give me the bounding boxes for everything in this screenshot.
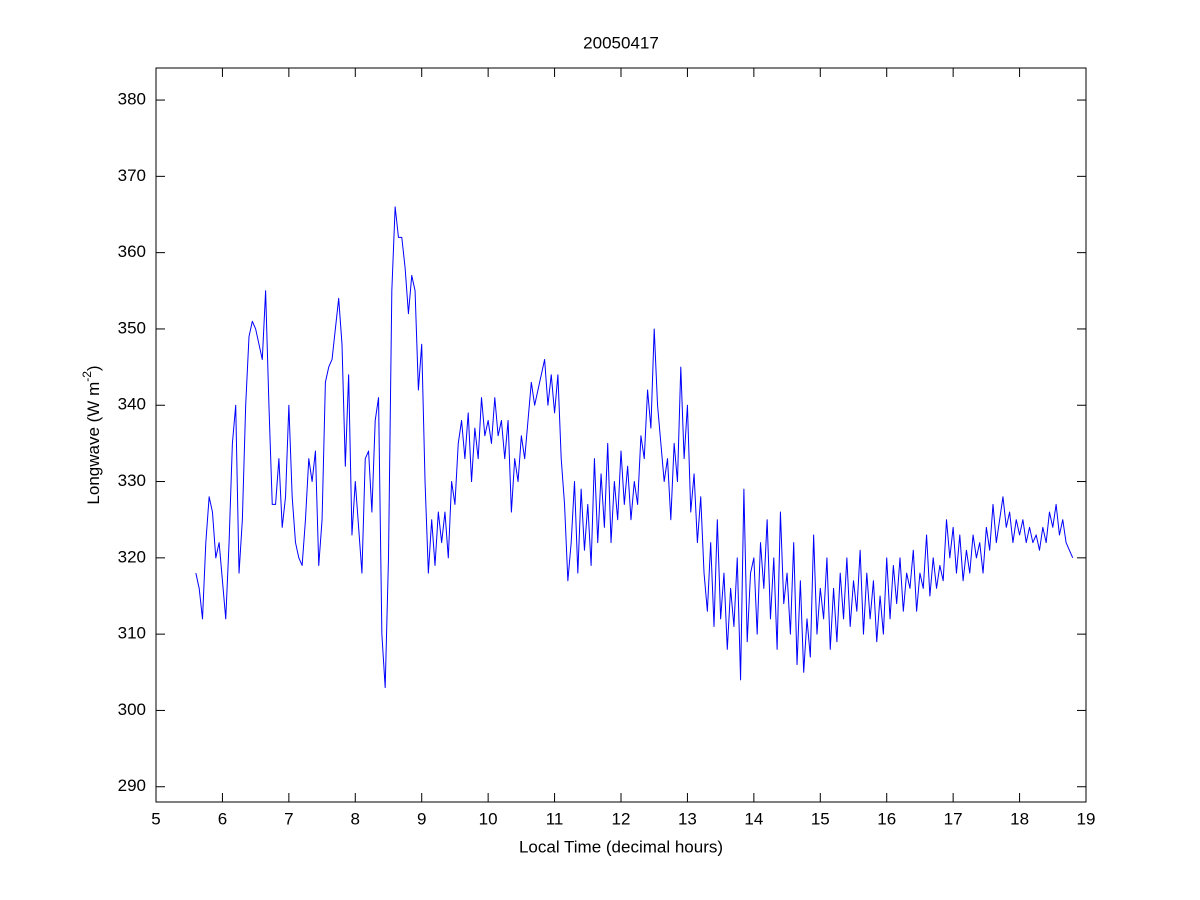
x-tick-label: 15: [811, 809, 830, 828]
y-tick-label: 380: [118, 90, 146, 109]
y-tick-label: 370: [118, 166, 146, 185]
x-tick-label: 19: [1077, 809, 1096, 828]
x-tick-label: 10: [479, 809, 498, 828]
y-tick-label: 330: [118, 471, 146, 490]
y-tick-label: 310: [118, 624, 146, 643]
x-tick-label: 5: [151, 809, 160, 828]
y-axis-label: Longwave (W m-2): [80, 365, 103, 504]
y-tick-label: 290: [118, 776, 146, 795]
chart-title: 20050417: [583, 33, 659, 52]
x-tick-label: 14: [744, 809, 763, 828]
x-tick-label: 13: [678, 809, 697, 828]
x-tick-label: 17: [944, 809, 963, 828]
x-tick-label: 11: [546, 809, 564, 828]
x-axis-label: Local Time (decimal hours): [519, 837, 723, 856]
y-tick-label: 360: [118, 242, 146, 261]
x-tick-label: 12: [612, 809, 631, 828]
y-label-text: ): [84, 365, 103, 371]
x-tick-label: 18: [1010, 809, 1029, 828]
y-label-text: Longwave (W m: [84, 382, 103, 505]
plot-frame: [155, 67, 1087, 803]
y-tick-label: 300: [118, 700, 146, 719]
x-tick-label: 7: [284, 809, 293, 828]
x-tick-label: 9: [417, 809, 426, 828]
x-tick-label: 6: [218, 809, 227, 828]
y-tick-label: 340: [118, 395, 146, 414]
data-line: [195, 206, 1074, 689]
x-tick-label: 16: [877, 809, 896, 828]
x-tick-label: 8: [351, 809, 360, 828]
y-tick-label: 350: [118, 318, 146, 337]
y-tick-label: 320: [118, 547, 146, 566]
y-label-superscript: -2: [80, 371, 94, 382]
